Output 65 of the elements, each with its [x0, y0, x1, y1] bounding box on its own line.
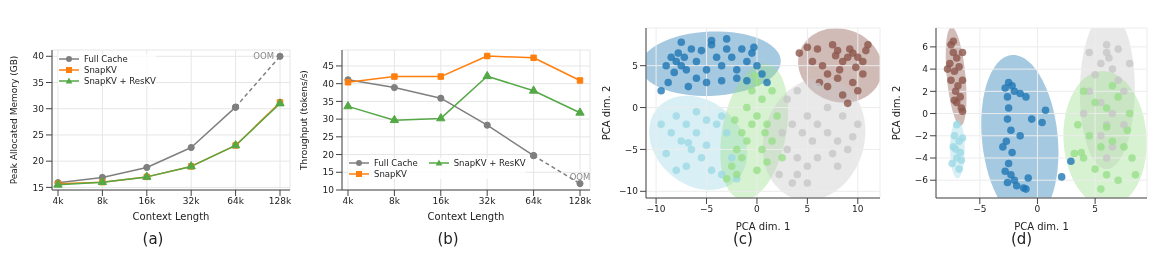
y-tick-label: 15 [322, 167, 334, 178]
x-axis-title: Context Length [132, 211, 210, 222]
x-tick-label: 128k [568, 196, 592, 207]
x-tick-label: 64k [227, 196, 245, 207]
x-axis-title: PCA dim. 1 [735, 221, 791, 232]
legend-label: Full Cache [84, 54, 128, 64]
y-tick-label: 0 [922, 108, 929, 119]
legend-label: SnapKV + ResKV [84, 76, 156, 86]
y-tick-label: −5 [624, 144, 638, 155]
legend-label: SnapKV + ResKV [453, 158, 526, 168]
text: (a) [141, 230, 165, 248]
y-tick-label: −6 [914, 175, 929, 186]
y-tick-label: 10 [322, 185, 335, 196]
y-tick-label: 40 [322, 78, 335, 89]
x-tick-label: 4k [52, 196, 65, 207]
x-tick-label: 16k [138, 196, 156, 207]
x-tick-label: 0 [754, 204, 761, 215]
y-axis-title: Throughput (tokens/s) [299, 70, 310, 171]
y-axis-title: Peak Allocated Memory (GB) [9, 55, 20, 185]
legend-label: SnapKV [84, 65, 117, 75]
legend-label: Full Cache [374, 158, 418, 168]
x-tick-label: 32k [182, 196, 201, 207]
y-tick-label: 5 [632, 60, 638, 71]
text: (b) [436, 230, 460, 248]
y-tick-label: 35 [32, 77, 44, 88]
y-tick-label: 0 [632, 102, 639, 113]
x-tick-label: 8k [388, 196, 401, 207]
x-tick-label: 4k [342, 196, 355, 207]
x-tick-label: 32k [478, 196, 497, 207]
y-tick-label: −4 [914, 153, 929, 164]
x-tick-label: 16k [432, 196, 450, 207]
y-tick-label: 15 [32, 182, 44, 193]
annotation: OOM [569, 171, 591, 182]
y-tick-label: 25 [322, 132, 334, 143]
y-tick-label: 20 [322, 149, 335, 160]
x-tick-label: −5 [699, 204, 714, 215]
x-tick-label: 5 [1092, 204, 1098, 215]
y-axis-title: PCA dim. 2 [600, 85, 612, 141]
y-tick-label: 6 [922, 42, 929, 53]
y-tick-label: 45 [322, 61, 334, 72]
y-tick-label: 30 [322, 114, 335, 125]
y-tick-label: 40 [32, 51, 45, 62]
y-tick-label: −10 [619, 186, 639, 197]
annotation: OOM [253, 51, 274, 62]
y-tick-label: 4 [922, 64, 929, 75]
y-axis-title: PCA dim. 2 [890, 85, 902, 141]
y-tick-label: 20 [32, 156, 45, 167]
y-tick-label: 25 [32, 130, 44, 141]
x-tick-label: 5 [804, 204, 811, 215]
y-tick-label: 2 [922, 86, 928, 97]
x-tick-label: −5 [973, 204, 987, 215]
x-tick-label: 10 [852, 204, 864, 215]
x-axis-title: Context Length [427, 211, 505, 222]
x-axis-title: PCA dim. 1 [1014, 221, 1069, 232]
x-tick-label: 0 [1034, 204, 1041, 215]
x-tick-label: 8k [96, 196, 109, 207]
x-tick-label: −10 [646, 204, 666, 215]
x-tick-label: 64k [525, 196, 543, 207]
legend-label: SnapKV [374, 169, 407, 179]
text: (d) [1009, 230, 1034, 248]
y-tick-label: −2 [914, 130, 928, 141]
text: (c) [732, 230, 754, 248]
y-tick-label: 30 [32, 103, 45, 114]
x-tick-label: 128k [268, 196, 292, 207]
y-tick-label: 35 [322, 96, 334, 107]
